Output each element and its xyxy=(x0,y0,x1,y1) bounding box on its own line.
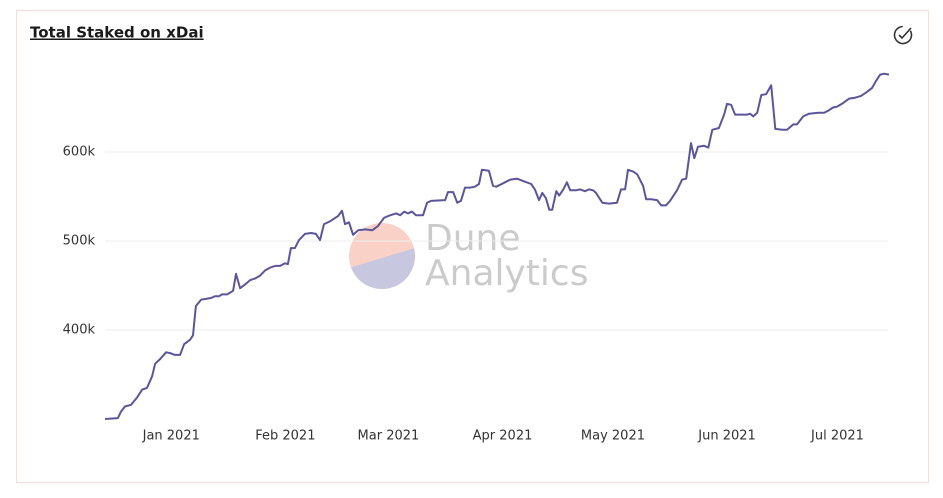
chart-title[interactable]: Total Staked on xDai xyxy=(30,24,204,42)
line xyxy=(104,72,890,420)
y-tick-label: 400k xyxy=(63,323,96,338)
watermark-text: Analytics xyxy=(425,253,588,294)
card xyxy=(16,10,929,483)
plot: 400k 500k 600k Jan 2021 Feb 2021 Mar 2021 Apr … xyxy=(63,72,890,444)
x-tick-label: Apr 2021 xyxy=(473,429,533,444)
y-tick-label: 500k xyxy=(63,234,96,249)
x-tick-label: Mar 2021 xyxy=(358,429,420,444)
x-tick-label: Feb 2021 xyxy=(255,429,315,444)
watermark-text: Dune xyxy=(425,218,521,259)
x-tick-label: May 2021 xyxy=(581,429,645,444)
x-tick-label: Jul 2021 xyxy=(810,429,864,444)
x-tick-label: Jan 2021 xyxy=(142,429,200,444)
y-tick-label: 600k xyxy=(63,145,96,160)
x-tick-label: Jun 2021 xyxy=(697,429,756,444)
watermark: Dune Analytics xyxy=(349,218,588,294)
